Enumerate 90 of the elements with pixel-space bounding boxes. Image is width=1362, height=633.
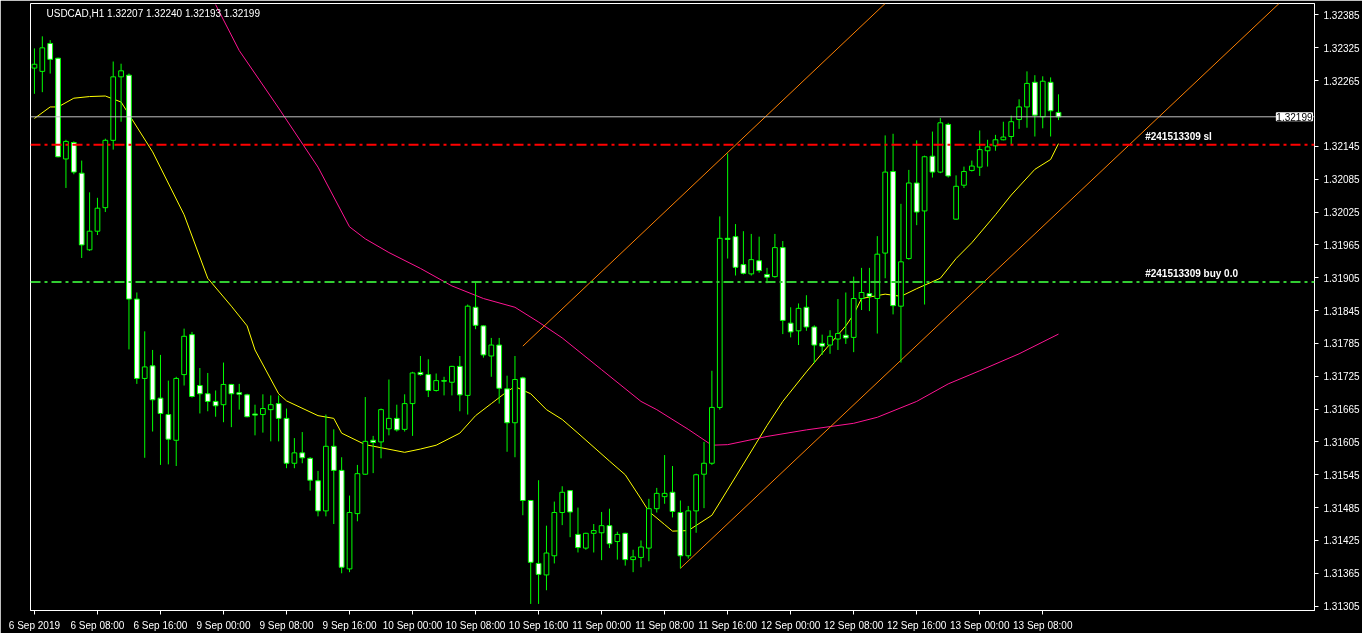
candlestick <box>724 152 731 260</box>
x-tick-label: 6 Sep 08:00 <box>70 619 125 631</box>
y-tick-label: 1.31905 <box>1323 272 1361 284</box>
x-tick-label: 10 Sep 16:00 <box>508 619 569 631</box>
candlestick <box>976 129 983 177</box>
ref-line-label: #241513309 sl <box>1145 130 1213 142</box>
ref-line-label: #241513309 buy 0.0 <box>1145 268 1239 280</box>
candlestick <box>433 373 440 393</box>
candlestick <box>441 376 447 396</box>
candlestick <box>141 330 148 459</box>
chart-title: USDCAD,H1 1.32207 1.32240 1.32193 1.32199 <box>46 7 261 19</box>
x-tick-label: 6 Sep 2019 <box>8 619 61 631</box>
candlestick <box>118 63 124 123</box>
x-tick-label: 12 Sep 00:00 <box>760 619 821 631</box>
candlestick <box>567 490 573 538</box>
candlestick <box>236 383 243 411</box>
candlestick <box>764 267 770 284</box>
candlestick <box>1008 115 1015 145</box>
candlestick <box>197 367 203 414</box>
candlestick <box>393 404 400 433</box>
candlestick <box>1016 98 1022 130</box>
candlestick <box>472 282 479 330</box>
y-tick-label: 1.31365 <box>1323 568 1361 580</box>
candlestick <box>984 139 991 168</box>
candlestick <box>252 404 258 436</box>
candlestick <box>638 539 644 568</box>
candlestick <box>811 324 818 364</box>
candlestick <box>1024 70 1030 129</box>
candlestick <box>204 372 211 412</box>
candlestick <box>386 379 392 436</box>
y-tick-label: 1.31545 <box>1323 469 1361 481</box>
x-tick-label: 11 Sep 00:00 <box>572 619 632 631</box>
candlestick <box>86 191 93 252</box>
candlestick <box>488 337 495 378</box>
candlestick <box>614 531 621 561</box>
candlestick <box>260 393 266 434</box>
y-tick-label: 1.31605 <box>1323 436 1361 448</box>
y-tick-label: 1.31485 <box>1323 502 1361 514</box>
candlestick <box>267 394 274 442</box>
candlestick <box>819 334 826 356</box>
x-tick-label: 10 Sep 00:00 <box>382 619 443 631</box>
candlestick <box>630 549 636 573</box>
y-tick-label: 1.31665 <box>1323 404 1361 416</box>
candlestick <box>370 435 377 474</box>
x-tick-label: 9 Sep 08:00 <box>259 619 314 631</box>
candlestick <box>449 365 455 396</box>
candlestick <box>39 35 46 93</box>
y-tick-label: 1.32145 <box>1323 141 1361 153</box>
y-tick-label: 1.31305 <box>1323 601 1361 613</box>
candlestick <box>756 236 763 274</box>
y-tick-label: 1.32325 <box>1323 42 1361 54</box>
x-tick-label: 11 Sep 16:00 <box>698 619 758 631</box>
x-tick-label: 13 Sep 08:00 <box>1012 619 1073 631</box>
candlestick <box>1055 93 1062 121</box>
candlestick <box>590 523 597 553</box>
candlestick <box>63 139 69 189</box>
y-tick-label: 1.31725 <box>1323 371 1361 383</box>
x-tick-label: 9 Sep 00:00 <box>196 619 251 631</box>
candlestick <box>835 298 841 351</box>
candlestick <box>787 306 794 338</box>
ref-line-label: 1.32199 <box>1276 111 1313 123</box>
x-tick-label: 12 Sep 16:00 <box>886 619 947 631</box>
y-tick-label: 1.32025 <box>1323 207 1361 219</box>
candlestick <box>827 329 833 355</box>
y-tick-label: 1.31425 <box>1323 535 1361 547</box>
candlestick <box>299 431 306 464</box>
candlestick <box>307 456 314 492</box>
candlestick <box>425 358 432 398</box>
y-tick-label: 1.32265 <box>1323 75 1361 87</box>
x-tick-label: 9 Sep 16:00 <box>322 619 377 631</box>
y-tick-label: 1.31845 <box>1323 305 1361 317</box>
y-tick-label: 1.31965 <box>1323 239 1361 251</box>
candlestick <box>94 197 101 236</box>
candlestick <box>47 39 54 75</box>
x-tick-label: 13 Sep 00:00 <box>949 619 1010 631</box>
line-series <box>33 95 1059 532</box>
candlestick <box>653 487 660 514</box>
candlestick <box>559 485 566 526</box>
candlestick <box>575 507 581 553</box>
candlestick <box>748 233 755 277</box>
candlestick <box>961 166 967 189</box>
y-tick-label: 1.32085 <box>1323 174 1361 186</box>
y-tick-label: 1.32385 <box>1323 9 1361 21</box>
x-tick-label: 12 Sep 08:00 <box>823 619 884 631</box>
candlestick <box>701 441 707 509</box>
x-tick-label: 10 Sep 08:00 <box>445 619 506 631</box>
x-tick-label: 11 Sep 08:00 <box>635 619 695 631</box>
candlestick <box>842 292 849 345</box>
y-tick-label: 1.31785 <box>1323 338 1361 350</box>
x-tick-label: 6 Sep 16:00 <box>133 619 188 631</box>
